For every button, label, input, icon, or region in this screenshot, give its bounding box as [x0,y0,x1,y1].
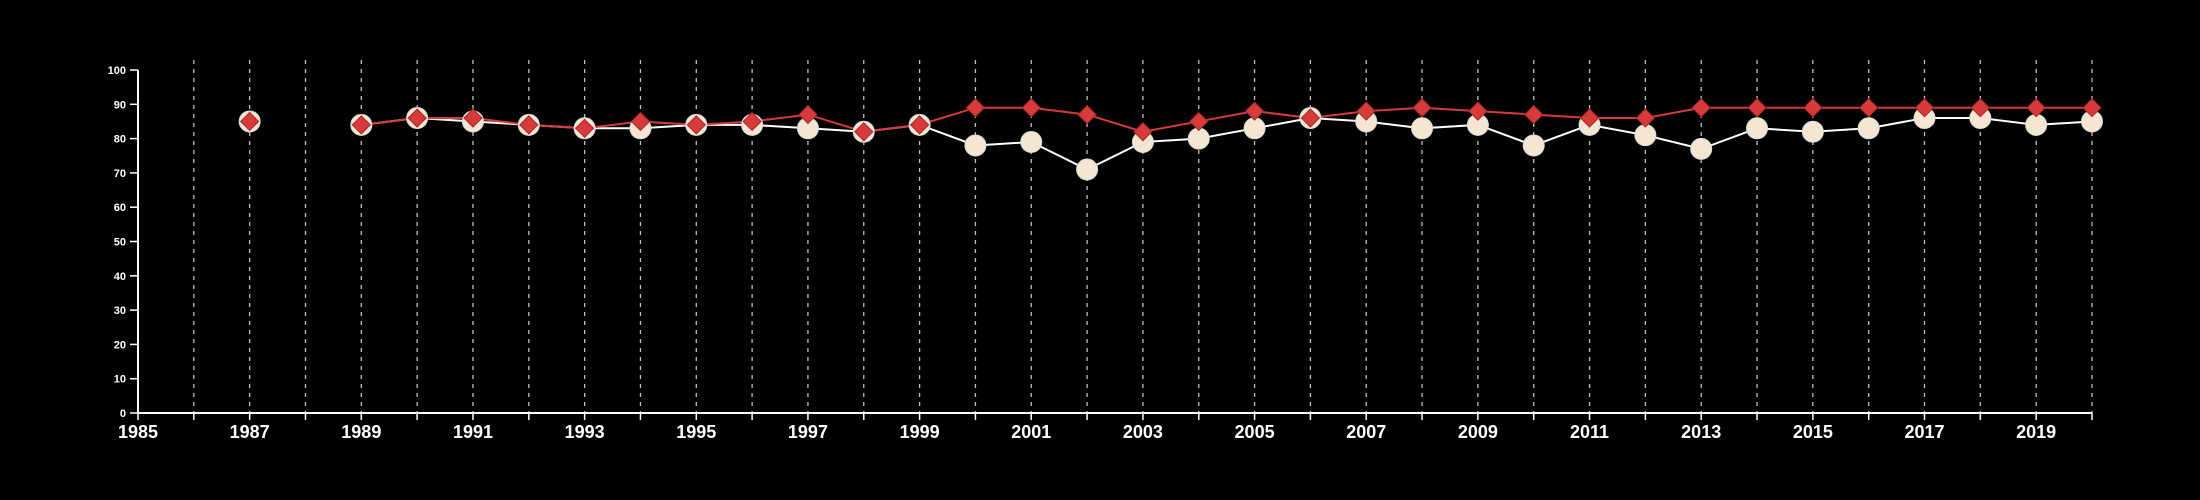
series-1-point-2011 [1579,108,1600,128]
series-1-point-1997 [798,104,818,125]
series-1-point-1992 [519,115,539,135]
series-0-point-2013 [1690,137,1713,160]
series-0-point-2015 [1801,120,1824,143]
series-0-point-2001 [1020,131,1043,154]
series-0-point-2012 [1634,124,1657,147]
y-tick-label-70: 70 [114,168,126,180]
series-0-point-2014 [1746,117,1769,140]
series-0-point-2016 [1857,117,1880,140]
series-1-point-1993 [574,118,595,139]
series-0-point-2005 [1243,117,1266,140]
x-tick-label-1991: 1991 [453,422,493,442]
series-1-point-2017 [1914,98,1935,118]
y-tick-label-40: 40 [114,271,126,283]
series-1-point-2019 [2026,98,2046,118]
series-lines [361,106,2093,171]
series-1-point-2003 [1133,122,1153,142]
x-tick-label-2017: 2017 [1904,422,1944,442]
series-1-point-2020 [2082,98,2102,118]
series-0-point-2000 [964,134,987,157]
series-0-line-segment-0 [361,117,2093,171]
x-tick-label-2019: 2019 [2016,422,2056,442]
x-tick-label-2007: 2007 [1346,422,1386,442]
series-1-point-1989 [351,115,372,135]
series-1-point-1998 [854,122,874,142]
series-1-point-1995 [686,115,706,135]
y-tick-label-20: 20 [114,339,126,351]
series-1-point-2002 [1077,104,1097,125]
series-1-point-1994 [630,111,651,132]
y-tick-label-10: 10 [114,374,126,386]
x-tick-label-1997: 1997 [788,422,828,442]
x-tick-label-2001: 2001 [1011,422,1051,442]
x-tick-label-1999: 1999 [900,422,940,442]
series-1-point-2006 [1300,108,1321,128]
series-1-point-1991 [463,108,483,128]
tick-labels: 0 10 20 30 40 50 60 70 80 90 100 1985 1987 1989 1991 19… [108,65,2057,442]
series-1-point-2014 [1747,98,1767,118]
series-1-point-2016 [1858,98,1879,118]
x-tick-label-1987: 1987 [230,422,270,442]
x-tick-label-2013: 2013 [1681,422,1721,442]
series-1-point-1999 [909,115,930,135]
series-1-point-2010 [1524,104,1544,125]
series-1-point-2004 [1189,111,1209,132]
series-1-point-2000 [965,98,986,118]
series-0-point-2002 [1076,158,1099,181]
x-tick-label-1995: 1995 [676,422,716,442]
series-1-point-2015 [1803,98,1823,118]
series-1-point-1996 [742,111,762,132]
series-1-point-2001 [1021,98,1041,118]
series-0-point-2004 [1187,127,1210,150]
x-tick-label-2015: 2015 [1793,422,1833,442]
series-1-point-2012 [1635,108,1656,128]
series-1-point-1990 [407,108,427,128]
series-1-point-2005 [1244,101,1265,121]
x-tick-label-1989: 1989 [341,422,381,442]
x-tick-label-2009: 2009 [1458,422,1498,442]
series-1-point-2008 [1412,98,1432,118]
series-0-point-2010 [1522,134,1545,157]
x-tick-label-2003: 2003 [1123,422,1163,442]
series-0-point-2008 [1411,117,1434,140]
y-tick-label-50: 50 [114,237,126,249]
x-tick-label-2005: 2005 [1235,422,1275,442]
series-markers [238,98,2103,181]
series-0-point-2019 [2025,113,2048,136]
series-1-point-2018 [1970,98,1991,118]
y-tick-label-100: 100 [108,65,126,77]
y-tick-label-90: 90 [114,99,126,111]
axes [130,69,2093,420]
series-1-point-2009 [1468,101,1488,121]
x-tick-label-1985: 1985 [118,422,158,442]
series-1-point-2013 [1691,98,1711,118]
x-tick-label-1993: 1993 [565,422,605,442]
y-tick-label-30: 30 [114,305,126,317]
y-tick-label-60: 60 [114,202,126,214]
x-tick-label-2011: 2011 [1570,422,1609,442]
series-1-point-2007 [1356,101,1376,121]
y-tick-label-0: 0 [120,408,126,420]
y-tick-label-80: 80 [114,134,126,146]
series-1-point-1987 [239,111,260,132]
